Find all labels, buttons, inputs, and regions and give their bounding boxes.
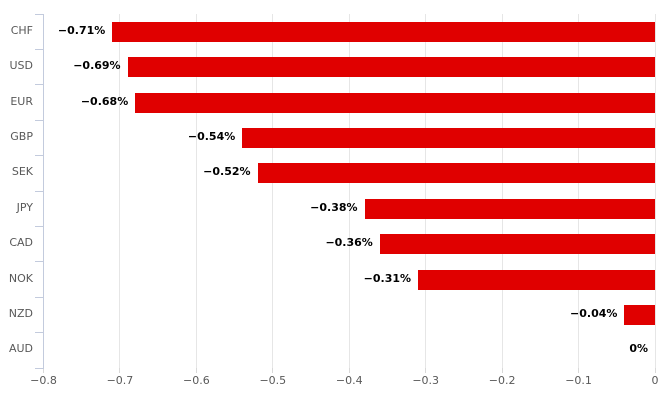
gridline (119, 14, 121, 368)
bar-value-label-usd: −0.69% (73, 59, 121, 73)
category-label-chf: CHF (10, 23, 33, 37)
bar-value-label-chf: −0.71% (57, 23, 106, 37)
x-axis-tick (43, 368, 44, 373)
gridline (425, 14, 427, 368)
bar-eur (135, 92, 655, 113)
category-label-gbp: GBP (10, 129, 33, 143)
x-axis-tick-label: −0.6 (183, 374, 210, 387)
y-axis-tick (34, 332, 44, 334)
x-axis-tick-label: −0.4 (335, 374, 363, 387)
bar-value-label-sek: −0.52% (203, 165, 251, 179)
category-label-eur: EUR (10, 94, 33, 108)
x-axis-tick (272, 368, 274, 373)
x-axis-tick (654, 368, 656, 373)
x-axis-tick (425, 368, 427, 373)
bar-value-label-jpy: −0.38% (310, 200, 358, 214)
x-axis-tick (578, 368, 580, 373)
y-axis-line (43, 14, 44, 368)
gridline (578, 14, 580, 368)
x-axis-tick-label: −0.2 (488, 374, 516, 387)
x-axis-tick (501, 368, 503, 373)
y-axis-tick (34, 155, 44, 157)
y-axis-tick (34, 367, 44, 369)
x-axis-tick-label: −0.3 (412, 374, 440, 387)
bar-nzd (624, 304, 655, 325)
y-axis-tick (34, 119, 44, 121)
category-label-nzd: NZD (8, 306, 33, 320)
bar-gbp (242, 127, 655, 148)
x-axis-tick (195, 368, 197, 373)
bar-nok (418, 269, 655, 290)
y-axis-tick (34, 48, 44, 50)
category-label-cad: CAD (9, 236, 33, 250)
x-axis-tick-label: 0 (651, 374, 659, 387)
gridline (654, 14, 656, 368)
bar-jpy (364, 198, 655, 219)
x-axis-tick (348, 368, 350, 373)
y-axis-tick (34, 261, 44, 263)
bar-usd (127, 57, 655, 78)
gridline (195, 14, 197, 368)
bar-cad (379, 234, 655, 255)
bar-value-label-gbp: −0.54% (187, 129, 236, 143)
gridline (501, 14, 503, 368)
bar-value-label-cad: −0.36% (325, 236, 373, 250)
y-axis-tick (34, 225, 44, 227)
category-label-usd: USD (9, 59, 33, 73)
bar-sek (257, 163, 655, 184)
category-label-aud: AUD (8, 342, 33, 356)
y-axis-tick (34, 84, 44, 86)
x-axis-tick (119, 368, 121, 373)
category-label-jpy: JPY (16, 200, 33, 214)
y-axis-tick (34, 13, 44, 15)
category-label-sek: SEK (11, 165, 33, 179)
bar-value-label-eur: −0.68% (80, 94, 129, 108)
category-label-nok: NOK (8, 271, 33, 285)
bar-value-label-aud: 0% (629, 342, 648, 356)
x-axis-tick-label: −0.1 (565, 374, 592, 387)
bar-chf (112, 21, 655, 42)
gridline (348, 14, 350, 368)
y-axis-tick (34, 190, 44, 192)
x-axis-tick-label: −0.7 (106, 374, 134, 387)
x-axis-tick-label: −0.5 (259, 374, 287, 387)
y-axis-tick (34, 296, 44, 298)
bar-value-label-nok: −0.31% (363, 271, 412, 285)
gridline (272, 14, 274, 368)
x-axis-tick-label: −0.8 (30, 374, 57, 387)
bar-value-label-nzd: −0.04% (570, 306, 618, 320)
